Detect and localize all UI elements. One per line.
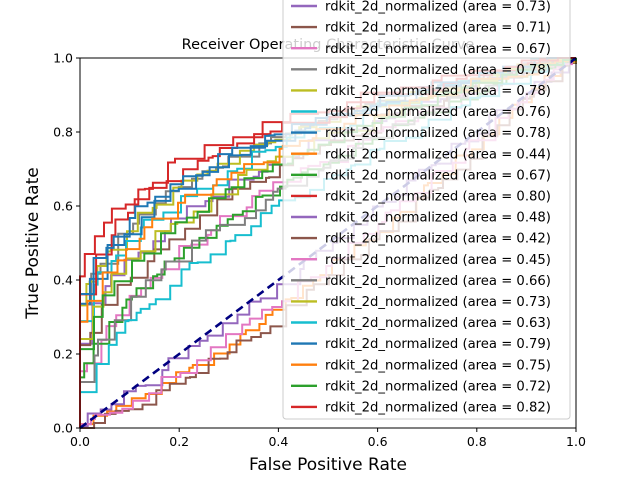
y-tick-label: 0.6 bbox=[53, 199, 73, 214]
legend-entry-label: rdkit_2d_normalized (area = 0.76) bbox=[325, 105, 551, 120]
legend-entry-label: rdkit_2d_normalized (area = 0.82) bbox=[325, 401, 551, 416]
legend: rdkit_2d_normalized (area = 0.73) rdkit_2… bbox=[282, 0, 571, 420]
x-tick-label: 0.0 bbox=[70, 434, 90, 449]
x-tick-label: 0.8 bbox=[467, 434, 487, 449]
legend-entry-label: rdkit_2d_normalized (area = 0.72) bbox=[325, 379, 551, 394]
x-tick-label: 0.6 bbox=[368, 434, 388, 449]
x-tick-label: 1.0 bbox=[566, 434, 586, 449]
legend-entry-label: rdkit_2d_normalized (area = 0.80) bbox=[325, 190, 551, 205]
y-tick-label: 0.8 bbox=[53, 125, 73, 140]
x-axis-ticks: 0.0 0.2 0.4 0.6 0.8 1.0 bbox=[70, 428, 586, 449]
y-tick-label: 0.2 bbox=[53, 347, 73, 362]
legend-entry-label: rdkit_2d_normalized (area = 0.73) bbox=[325, 0, 551, 15]
legend-entry-label: rdkit_2d_normalized (area = 0.71) bbox=[325, 21, 551, 36]
y-tick-label: 0.0 bbox=[53, 421, 73, 436]
legend-entry-label: rdkit_2d_normalized (area = 0.67) bbox=[325, 42, 551, 57]
legend-entry-label: rdkit_2d_normalized (area = 0.66) bbox=[325, 274, 551, 289]
y-axis-label: True Positive Rate bbox=[23, 167, 43, 319]
legend-entry-label: rdkit_2d_normalized (area = 0.78) bbox=[325, 126, 551, 141]
legend-entry-label: rdkit_2d_normalized (area = 0.44) bbox=[325, 147, 551, 162]
legend-entry-label: rdkit_2d_normalized (area = 0.63) bbox=[325, 316, 551, 331]
x-axis-label: False Positive Rate bbox=[249, 455, 407, 475]
legend-entry-label: rdkit_2d_normalized (area = 0.67) bbox=[325, 168, 551, 183]
x-tick-label: 0.2 bbox=[169, 434, 189, 449]
legend-box bbox=[282, 0, 571, 420]
y-tick-label: 1.0 bbox=[53, 51, 73, 66]
y-axis-ticks: 0.0 0.2 0.4 0.6 0.8 1.0 bbox=[53, 51, 80, 436]
legend-entry-label: rdkit_2d_normalized (area = 0.78) bbox=[325, 84, 551, 99]
legend-entry-label: rdkit_2d_normalized (area = 0.48) bbox=[325, 211, 551, 226]
legend-entry-label: rdkit_2d_normalized (area = 0.73) bbox=[325, 295, 551, 310]
legend-entry-label: rdkit_2d_normalized (area = 0.75) bbox=[325, 358, 551, 373]
legend-entry-label: rdkit_2d_normalized (area = 0.79) bbox=[325, 337, 551, 352]
legend-entry-label: rdkit_2d_normalized (area = 0.45) bbox=[325, 253, 551, 268]
x-tick-label: 0.4 bbox=[268, 434, 288, 449]
legend-entry-label: rdkit_2d_normalized (area = 0.78) bbox=[325, 63, 551, 78]
legend-entry-label: rdkit_2d_normalized (area = 0.42) bbox=[325, 232, 551, 247]
y-tick-label: 0.4 bbox=[53, 273, 73, 288]
